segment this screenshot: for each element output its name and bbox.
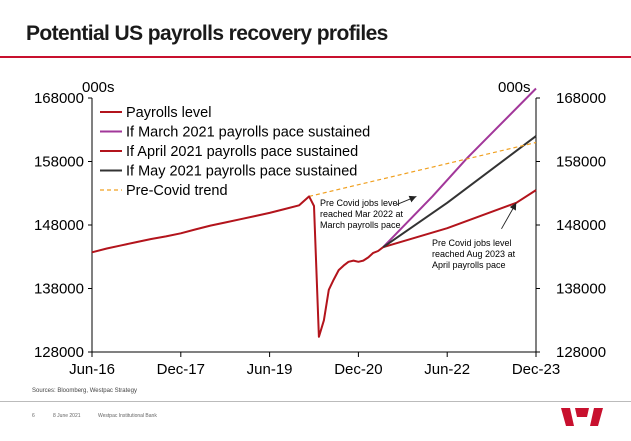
y-right-tick-label: 148000 bbox=[556, 217, 606, 234]
series-line-2 bbox=[382, 87, 537, 248]
legend-label: If March 2021 payrolls pace sustained bbox=[126, 125, 370, 141]
annotation-text: reached Mar 2022 at bbox=[320, 209, 404, 219]
annotation-text: Pre Covid jobs level bbox=[432, 238, 512, 248]
series-line-3 bbox=[382, 189, 537, 249]
footer-divider bbox=[0, 401, 631, 402]
westpac-logo bbox=[561, 408, 603, 426]
x-tick-label: Jun-16 bbox=[69, 361, 115, 378]
y-right-tick-label: 128000 bbox=[556, 344, 606, 361]
y-left-tick-label: 168000 bbox=[34, 90, 84, 107]
left-axis-unit: 000s bbox=[82, 79, 115, 96]
legend-label: Payrolls level bbox=[126, 105, 211, 121]
slide-title: Potential US payrolls recovery profiles bbox=[26, 22, 388, 45]
source-note: Sources: Bloomberg, Westpac Strategy bbox=[32, 388, 137, 394]
y-right-tick-label: 158000 bbox=[556, 154, 606, 171]
footer-date: 8 June 2021 bbox=[53, 413, 81, 419]
annotation-text: April payrolls pace bbox=[432, 260, 506, 270]
footer-company: Westpac Institutional Bank bbox=[98, 413, 157, 419]
right-axis-unit: 000s bbox=[498, 79, 531, 96]
y-left-tick-label: 158000 bbox=[34, 154, 84, 171]
annotation-text: March payrolls pace bbox=[320, 220, 401, 230]
annotation-text: reached Aug 2023 at bbox=[432, 249, 516, 259]
payrolls-chart: 000s 000s 128000 138000 148000 158000 168000 12… bbox=[34, 79, 606, 378]
legend-label: If April 2021 payrolls pace sustained bbox=[126, 144, 358, 160]
series-line-5 bbox=[308, 141, 537, 197]
y-left-tick-label: 128000 bbox=[34, 344, 84, 361]
legend-label: Pre-Covid trend bbox=[126, 183, 228, 199]
y-right-tick-label: 138000 bbox=[556, 281, 606, 298]
annotation-arrow bbox=[396, 195, 417, 206]
x-tick-label: Dec-23 bbox=[512, 361, 560, 378]
y-left-tick-label: 148000 bbox=[34, 217, 84, 234]
title-divider bbox=[0, 56, 631, 58]
legend-label: If May 2021 payrolls pace sustained bbox=[126, 164, 357, 180]
x-tick-label: Dec-17 bbox=[157, 361, 205, 378]
y-right-tick-label: 168000 bbox=[556, 90, 606, 107]
series-line-4 bbox=[382, 135, 537, 249]
x-tick-label: Jun-22 bbox=[424, 361, 470, 378]
annotation-arrow bbox=[501, 202, 517, 230]
x-tick-label: Dec-20 bbox=[334, 361, 382, 378]
annotation-text: Pre Covid jobs level bbox=[320, 198, 400, 208]
page-number: 6 bbox=[32, 413, 35, 419]
x-tick-label: Jun-19 bbox=[247, 361, 293, 378]
y-left-tick-label: 138000 bbox=[34, 281, 84, 298]
series-line-1 bbox=[91, 195, 384, 338]
logo-mark bbox=[561, 408, 603, 426]
